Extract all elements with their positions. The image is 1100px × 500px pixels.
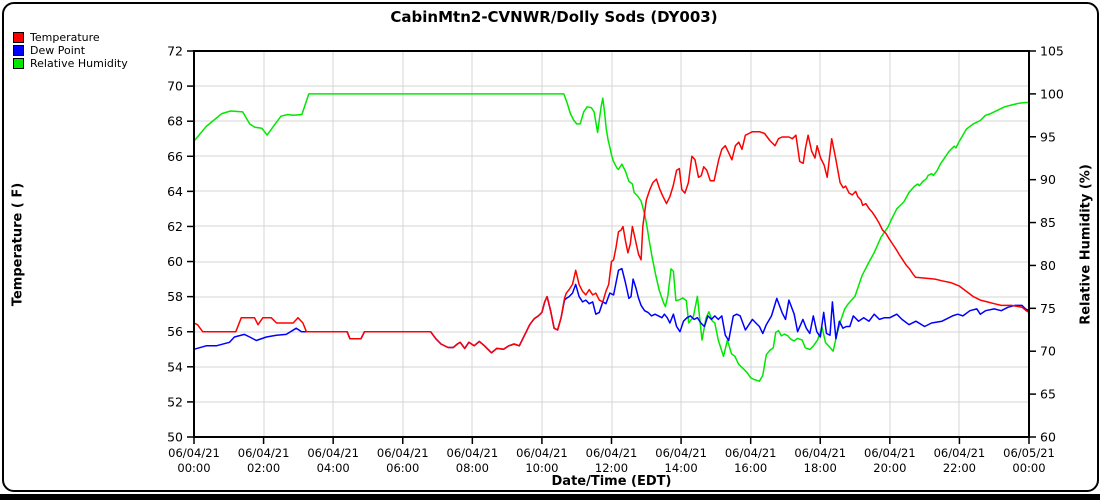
y-right-tick-label: 75	[1040, 301, 1056, 316]
x-tick-date-label: 06/04/21	[516, 446, 568, 460]
y-left-tick-label: 58	[167, 289, 183, 304]
legend-label: Dew Point	[30, 44, 86, 57]
x-tick-date-label: 06/04/21	[238, 446, 290, 460]
series-relative-humidity	[193, 93, 1029, 382]
x-tick-date-label: 06/04/21	[307, 446, 359, 460]
y-right-tick-label: 65	[1040, 387, 1056, 402]
x-tick-date-label: 06/04/21	[655, 446, 707, 460]
y-left-tick-label: 60	[167, 254, 183, 269]
x-tick-date-label: 06/04/21	[586, 446, 638, 460]
x-tick-time-label: 12:00	[595, 461, 628, 475]
y-left-tick-label: 72	[167, 44, 183, 59]
y-right-tick-label: 100	[1040, 86, 1064, 101]
x-tick-time-label: 18:00	[804, 461, 837, 475]
y-right-tick-label: 80	[1040, 258, 1056, 273]
legend-item: Temperature	[13, 31, 128, 44]
y-left-tick-label: 50	[167, 430, 183, 445]
chart-plot: 50 52 54 56 58 60 62 64 66 68 70 72 60 65 70 75 80 85 90 95…	[167, 44, 1064, 476]
y-left-tick-label: 62	[167, 219, 183, 234]
x-tick-date-label: 06/04/21	[864, 446, 916, 460]
y-left-tick-label: 54	[167, 359, 183, 374]
x-tick-time-label: 02:00	[247, 461, 280, 475]
x-tick-time-label: 16:00	[734, 461, 767, 475]
x-tick-time-label: 08:00	[456, 461, 489, 475]
x-tick-date-label: 06/04/21	[725, 446, 777, 460]
chart-card: CabinMtn2-CVNWR/Dolly Sods (DY003) Tempe…	[2, 2, 1099, 492]
y-left-tick-label: 70	[167, 79, 183, 94]
x-tick-date-label: 06/04/21	[934, 446, 986, 460]
x-tick-time-label: 22:00	[943, 461, 976, 475]
legend: Temperature Dew Point Relative Humidity	[13, 31, 128, 70]
y-right-tick-label: 85	[1040, 215, 1056, 230]
x-tick-time-label: 10:00	[525, 461, 558, 475]
legend-label: Temperature	[30, 31, 100, 44]
x-tick-time-label: 04:00	[317, 461, 350, 475]
x-tick-time-label: 14:00	[665, 461, 698, 475]
legend-item: Relative Humidity	[13, 57, 128, 70]
y-right-tick-label: 105	[1040, 44, 1064, 59]
y-left-tick-label: 64	[167, 184, 183, 199]
x-tick-time-label: 00:00	[1012, 461, 1045, 475]
x-tick-date-label: 06/04/21	[447, 446, 499, 460]
y-right-tick-label: 60	[1040, 430, 1056, 445]
x-tick-date-label: 06/04/21	[168, 446, 220, 460]
y-left-tick-label: 56	[167, 324, 183, 339]
x-tick-time-label: 00:00	[177, 461, 210, 475]
gridlines	[194, 51, 1029, 437]
x-tick-time-label: 06:00	[386, 461, 419, 475]
axis-ticks	[187, 50, 1036, 444]
plot-frame	[193, 50, 1030, 438]
y-right-tick-label: 70	[1040, 344, 1056, 359]
series-temperature	[193, 130, 1030, 354]
y-left-tick-label: 52	[167, 394, 183, 409]
legend-item: Dew Point	[13, 44, 128, 57]
x-tick-time-label: 20:00	[873, 461, 906, 475]
x-tick-date-label: 06/04/21	[794, 446, 846, 460]
x-tick-date-label: 06/04/21	[377, 446, 429, 460]
axis-tick-labels: 50 52 54 56 58 60 62 64 66 68 70 72 60 65 70 75 80 85 90 95…	[167, 44, 1064, 476]
chart-title: CabinMtn2-CVNWR/Dolly Sods (DY003)	[390, 8, 718, 26]
y-left-tick-label: 66	[167, 149, 183, 164]
y-right-tick-label: 90	[1040, 172, 1056, 187]
legend-swatch-icon	[13, 58, 24, 69]
x-axis-title: Date/Time (EDT)	[551, 474, 672, 489]
legend-swatch-icon	[13, 32, 24, 43]
y-left-tick-label: 68	[167, 114, 183, 129]
bottom-window-edge	[0, 494, 1100, 500]
y-right-tick-label: 95	[1040, 129, 1056, 144]
legend-label: Relative Humidity	[30, 57, 128, 70]
legend-swatch-icon	[13, 45, 24, 56]
x-tick-date-label: 06/05/21	[1003, 446, 1055, 460]
series-lines	[193, 93, 1030, 382]
